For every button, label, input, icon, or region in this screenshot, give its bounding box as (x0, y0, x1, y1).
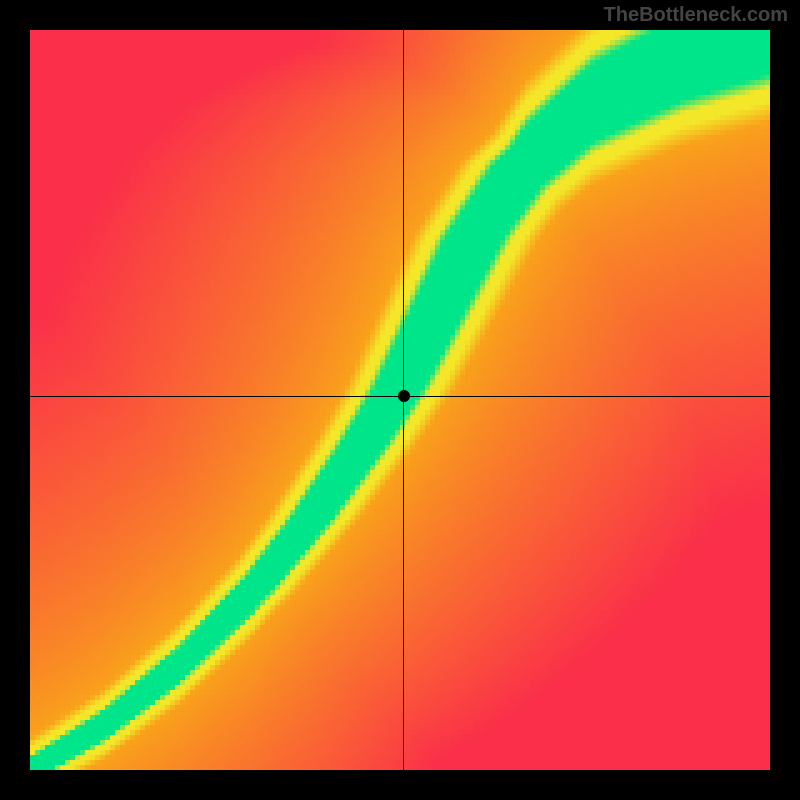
bottleneck-heatmap (30, 30, 770, 770)
data-point-marker (398, 390, 410, 402)
watermark-text: TheBottleneck.com (604, 4, 788, 27)
